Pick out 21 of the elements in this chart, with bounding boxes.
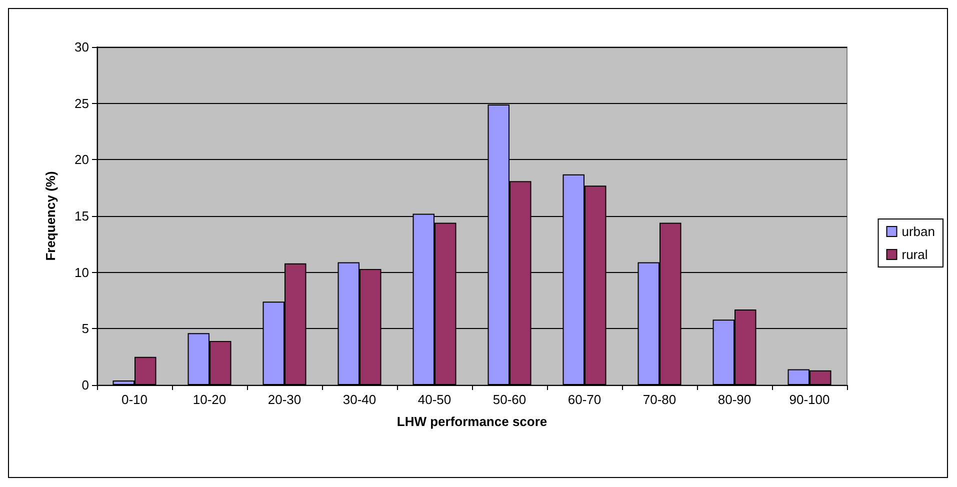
y-tick-label: 20 [74, 152, 89, 168]
y-axis-title: Frequency (%) [43, 171, 58, 261]
x-tick-label: 30-40 [342, 392, 376, 407]
x-tick-label: 0-10 [121, 392, 148, 407]
y-tick-label: 5 [82, 321, 89, 336]
y-tick-label: 25 [74, 96, 89, 111]
x-tick-label: 10-20 [192, 392, 226, 407]
x-tick-label: 50-60 [492, 392, 526, 407]
x-tick-label: 90-100 [789, 392, 830, 407]
legend-label: urban [902, 224, 935, 239]
y-tick-label: 0 [82, 378, 89, 392]
x-tick-label: 40-50 [418, 392, 452, 407]
x-tick-label: 20-30 [268, 392, 302, 407]
legend-label: rural [902, 247, 928, 262]
y-tick-label: 15 [74, 208, 89, 224]
y-tick-label: 10 [74, 264, 89, 280]
x-tick-label: 80-90 [718, 392, 752, 407]
x-tick-label: 70-80 [642, 392, 676, 407]
y-tick-label: 30 [74, 40, 89, 54]
x-tick-label: 60-70 [568, 392, 602, 407]
x-axis-title: LHW performance score [396, 414, 548, 429]
